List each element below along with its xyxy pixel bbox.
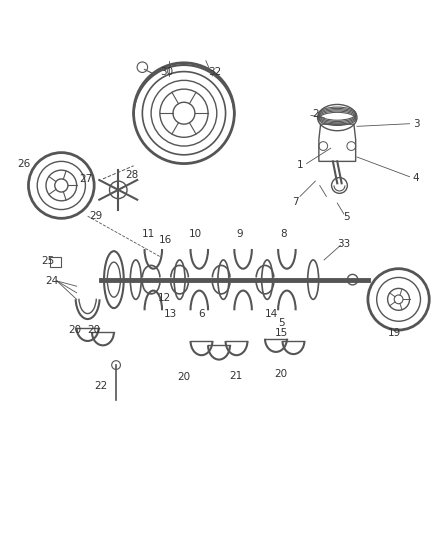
Text: 11: 11 — [142, 229, 155, 239]
Text: 5: 5 — [343, 212, 350, 222]
Text: 13: 13 — [163, 309, 177, 319]
Text: 27: 27 — [79, 174, 92, 184]
FancyBboxPatch shape — [50, 257, 61, 266]
Text: 8: 8 — [280, 229, 287, 239]
Text: 10: 10 — [189, 229, 202, 239]
Text: 12: 12 — [158, 293, 171, 303]
Text: 25: 25 — [42, 256, 55, 266]
Text: 9: 9 — [237, 229, 244, 239]
Text: 7: 7 — [292, 197, 299, 207]
Text: 22: 22 — [94, 381, 107, 391]
Text: 33: 33 — [337, 239, 350, 249]
Text: 20: 20 — [274, 369, 287, 379]
Text: 20: 20 — [88, 325, 101, 335]
Text: 21: 21 — [229, 371, 242, 381]
Text: 20: 20 — [177, 372, 191, 382]
Text: 24: 24 — [45, 276, 58, 286]
Text: 5: 5 — [278, 318, 285, 328]
Text: 15: 15 — [275, 328, 288, 338]
Text: 26: 26 — [18, 159, 31, 168]
Text: 4: 4 — [413, 173, 420, 183]
Text: 1: 1 — [297, 160, 304, 170]
Text: 2: 2 — [312, 109, 319, 119]
Text: 14: 14 — [265, 309, 278, 319]
Text: 32: 32 — [208, 67, 221, 77]
Text: 6: 6 — [198, 309, 205, 319]
Text: 29: 29 — [90, 211, 103, 221]
Text: 28: 28 — [125, 169, 138, 180]
Text: 19: 19 — [388, 328, 401, 338]
Text: 30: 30 — [160, 67, 173, 77]
Text: 16: 16 — [159, 235, 172, 245]
Text: 20: 20 — [68, 325, 81, 335]
Text: 3: 3 — [413, 119, 420, 128]
